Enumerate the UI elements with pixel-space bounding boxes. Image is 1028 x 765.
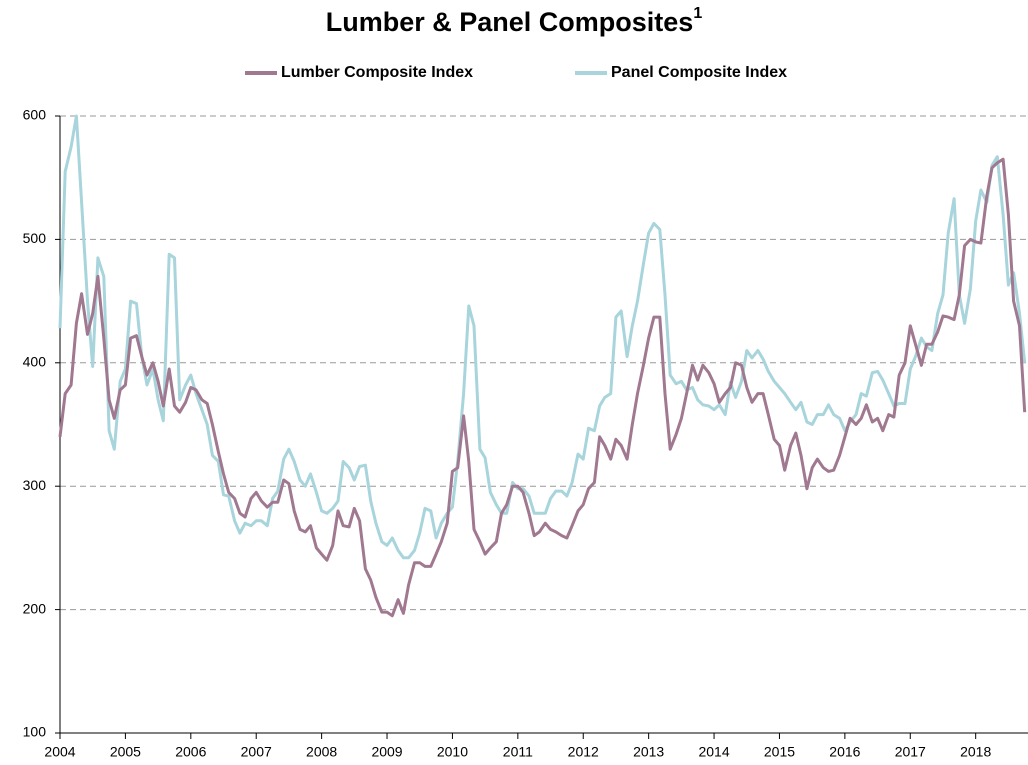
- title-note: 1: [693, 5, 702, 22]
- x-tick-label: 2015: [764, 744, 795, 760]
- y-tick-label: 100: [23, 724, 47, 740]
- y-tick-label: 500: [23, 230, 47, 246]
- x-tick-label: 2016: [829, 744, 860, 760]
- x-tick-label: 2011: [503, 744, 533, 760]
- x-tick-label: 2014: [698, 744, 729, 760]
- y-tick-label: 200: [23, 600, 47, 616]
- x-tick-label: 2017: [895, 744, 926, 760]
- x-tick-label: 2009: [371, 744, 402, 760]
- series-line: [58, 157, 1027, 618]
- x-tick-label: 2012: [568, 744, 599, 760]
- x-tick-label: 2010: [437, 744, 468, 760]
- title-text: Lumber & Panel Composites: [326, 7, 694, 37]
- series-line: [58, 114, 1027, 560]
- chart-title: Lumber & Panel Composites1: [326, 5, 703, 37]
- x-tick-label: 2008: [306, 744, 337, 760]
- x-tick-label: 2006: [175, 744, 206, 760]
- legend-label: Panel Composite Index: [611, 64, 787, 81]
- y-tick-label: 600: [23, 107, 47, 123]
- x-tick-label: 2018: [960, 744, 991, 760]
- legend-label: Lumber Composite Index: [281, 64, 473, 81]
- x-tick-label: 2007: [241, 744, 272, 760]
- y-tick-label: 300: [23, 477, 47, 493]
- x-tick-label: 2013: [633, 744, 664, 760]
- x-tick-label: 2004: [44, 744, 75, 760]
- y-tick-label: 400: [23, 354, 47, 370]
- x-tick-label: 2005: [110, 744, 141, 760]
